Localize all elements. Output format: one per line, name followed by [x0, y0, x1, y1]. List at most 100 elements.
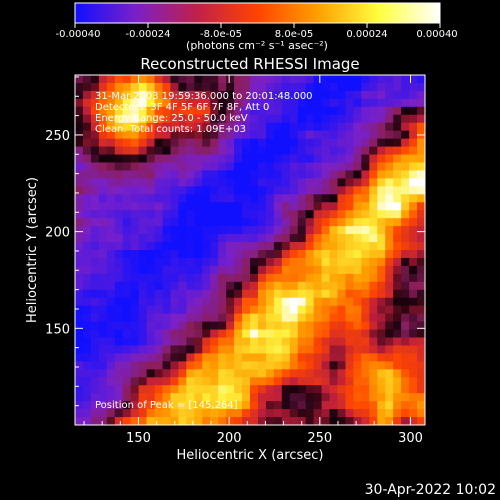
heatmap-cell — [321, 353, 331, 362]
heatmap-cell — [146, 337, 156, 347]
heatmap-cell — [162, 409, 172, 418]
heatmap-cell — [281, 194, 291, 203]
heatmap-cell — [385, 321, 394, 331]
heatmap-cell — [409, 122, 418, 132]
heatmap-cell — [226, 242, 235, 251]
heatmap-cell — [337, 353, 347, 362]
heatmap-cell — [226, 218, 235, 227]
heatmap-cell — [305, 194, 315, 203]
heatmap-cell — [202, 305, 211, 315]
heatmap-cell — [273, 162, 283, 172]
heatmap-cell — [202, 130, 211, 140]
annotation-block: 31-Mar-2003 19:59:36.000 to 20:01:48.000… — [95, 91, 313, 135]
heatmap-cell — [361, 321, 370, 331]
heatmap-cell — [154, 98, 164, 108]
heatmap-cell — [202, 265, 211, 275]
heatmap-cell — [138, 234, 148, 243]
heatmap-cell — [321, 337, 331, 347]
heatmap-cell — [337, 90, 347, 100]
heatmap-cell — [138, 385, 148, 394]
heatmap-cell — [297, 353, 307, 362]
heatmap-cell — [130, 353, 140, 362]
heatmap-cell — [218, 162, 227, 172]
heatmap-cell — [114, 130, 124, 140]
heatmap-cell — [98, 257, 108, 267]
heatmap-cell — [297, 98, 307, 108]
heatmap-cell — [138, 210, 148, 219]
heatmap-cell — [250, 417, 259, 425]
heatmap-cell — [417, 234, 425, 243]
footer-timestamp: 30-Apr-2022 10:02 — [365, 482, 496, 498]
heatmap-cell — [75, 385, 84, 394]
heatmap-cell — [361, 226, 370, 235]
heatmap-cell — [242, 393, 251, 402]
heatmap-cell — [281, 106, 291, 116]
heatmap-cell — [337, 138, 347, 148]
heatmap-cell — [162, 305, 172, 315]
heatmap-cell — [98, 82, 108, 92]
heatmap-cell — [98, 417, 108, 425]
heatmap-cell — [313, 329, 323, 339]
heatmap-cell — [234, 138, 243, 148]
heatmap-cell — [178, 313, 187, 323]
heatmap-cell — [122, 106, 132, 116]
heatmap-cell — [250, 273, 259, 283]
heatmap-cell — [226, 297, 235, 307]
heatmap-cell — [242, 297, 251, 307]
heatmap-cell — [178, 417, 187, 425]
heatmap-cell — [82, 186, 92, 195]
heatmap-cell — [98, 186, 108, 195]
heatmap-cell — [369, 130, 378, 140]
heatmap-cell — [154, 75, 164, 84]
heatmap-cell — [90, 75, 100, 84]
heatmap-cell — [138, 170, 148, 180]
heatmap-cell — [257, 218, 267, 227]
heatmap-cell — [273, 305, 283, 315]
heatmap-cell — [170, 234, 180, 243]
heatmap-cell — [154, 281, 164, 291]
heatmap-cell — [98, 162, 108, 172]
heatmap-cell — [210, 122, 219, 132]
heatmap-cell — [250, 337, 259, 347]
heatmap-cell — [122, 98, 132, 108]
heatmap-cell — [146, 146, 156, 156]
heatmap-cell — [154, 186, 164, 195]
heatmap-cell — [250, 226, 259, 235]
heatmap-cell — [138, 202, 148, 211]
heatmap-cell — [114, 393, 124, 402]
heatmap-cell — [234, 202, 243, 211]
heatmap-cell — [242, 234, 251, 243]
heatmap-cell — [202, 122, 211, 132]
heatmap-cell — [138, 297, 148, 307]
heatmap-cell — [265, 417, 275, 425]
heatmap-cell — [281, 170, 291, 180]
heatmap-cell — [146, 305, 156, 315]
heatmap-cell — [361, 186, 370, 195]
heatmap-cell — [353, 138, 362, 148]
heatmap-cell — [313, 242, 323, 251]
heatmap-cell — [170, 90, 180, 100]
heatmap-cell — [226, 114, 235, 124]
heatmap-cell — [337, 154, 347, 164]
heatmap-cell — [90, 257, 100, 267]
heatmap-cell — [202, 90, 211, 100]
heatmap-cell — [178, 162, 187, 172]
heatmap-cell — [265, 106, 275, 116]
heatmap-cell — [345, 114, 355, 124]
heatmap-cell — [98, 361, 108, 370]
heatmap-cell — [122, 210, 132, 219]
heatmap-cell — [321, 257, 331, 267]
heatmap-cell — [234, 170, 243, 180]
heatmap-cell — [130, 345, 140, 355]
heatmap-cell — [265, 265, 275, 275]
heatmap-cell — [385, 130, 394, 140]
heatmap-cell — [337, 178, 347, 187]
heatmap-cell — [417, 154, 425, 164]
heatmap-cell — [353, 162, 362, 172]
heatmap-cell — [369, 202, 378, 211]
heatmap-cell — [250, 265, 259, 275]
heatmap-cell — [401, 90, 410, 100]
heatmap-cell — [417, 289, 425, 299]
heatmap-cell — [409, 361, 418, 370]
heatmap-cell — [122, 114, 132, 124]
